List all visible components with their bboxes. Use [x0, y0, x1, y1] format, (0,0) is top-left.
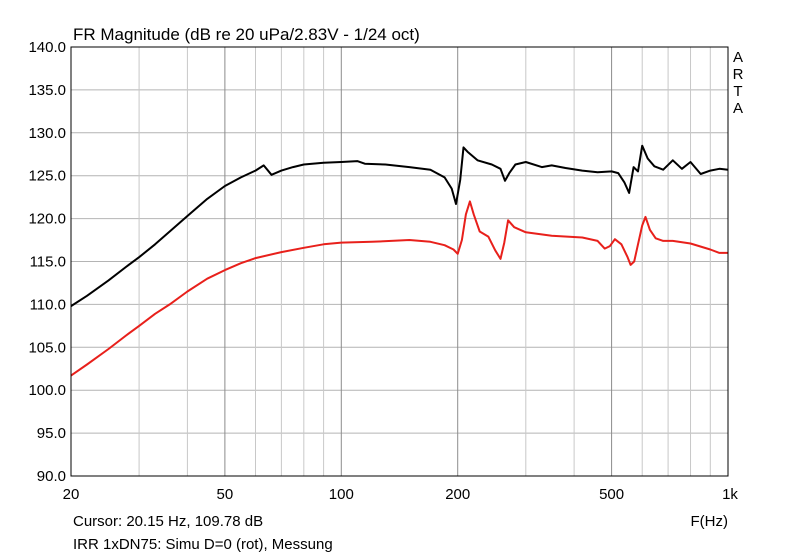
- x-tick-label: 50: [217, 486, 234, 503]
- y-tick-label: 115.0: [30, 254, 66, 271]
- x-tick-label: 500: [599, 486, 624, 503]
- y-tick-label: 140.0: [28, 39, 66, 56]
- y-tick-label: 90.0: [37, 468, 66, 485]
- chart-title: FR Magnitude (dB re 20 uPa/2.83V - 1/24 …: [73, 25, 420, 44]
- caption-text: IRR 1xDN75: Simu D=0 (rot), Messung: [73, 536, 333, 553]
- y-tick-label: 130.0: [28, 125, 66, 142]
- x-tick-label: 20: [63, 486, 80, 503]
- arta-letter: A: [733, 100, 743, 117]
- series-line-2: [70, 200, 728, 377]
- arta-letter: R: [733, 66, 744, 83]
- x-axis-label: F(Hz): [691, 513, 729, 530]
- x-tick-label: 100: [329, 486, 354, 503]
- cursor-readout: Cursor: 20.15 Hz, 109.78 dB: [73, 513, 263, 530]
- series-line-1: [70, 144, 729, 307]
- y-tick-label: 120.0: [28, 211, 66, 228]
- plot-frame: [70, 46, 729, 477]
- plot-series: [70, 144, 729, 377]
- y-tick-label: 100.0: [28, 382, 66, 399]
- arta-letter: A: [733, 49, 743, 66]
- y-tick-label: 125.0: [28, 168, 66, 185]
- arta-letter: T: [733, 83, 742, 100]
- x-axis-tick-labels: 20 50 100 200 500 1k: [63, 486, 739, 503]
- y-axis-tick-labels: 90.0 95.0 100.0 105.0 110.0 115.0 120.0 125.0 13…: [28, 39, 66, 485]
- y-tick-label: 135.0: [28, 82, 66, 99]
- y-tick-label: 95.0: [37, 425, 66, 442]
- x-tick-label: 200: [445, 486, 470, 503]
- x-tick-label: 1k: [722, 486, 738, 503]
- y-tick-label: 110.0: [30, 296, 66, 313]
- y-tick-label: 105.0: [28, 339, 66, 356]
